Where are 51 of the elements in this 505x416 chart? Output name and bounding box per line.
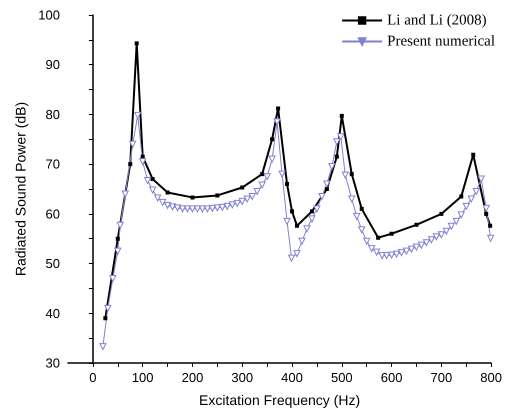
point bbox=[270, 137, 274, 142]
x-tick-label: 800 bbox=[480, 370, 502, 385]
point bbox=[310, 209, 314, 214]
point bbox=[390, 232, 394, 236]
point bbox=[260, 172, 264, 176]
x-tick-label: 200 bbox=[182, 370, 204, 385]
y-axis-title: Radiated Sound Power (dB) bbox=[12, 102, 28, 276]
y-tick-label: 100 bbox=[38, 8, 60, 22]
point bbox=[414, 222, 418, 227]
point bbox=[285, 182, 290, 186]
x-tick-label: 700 bbox=[430, 370, 452, 385]
legend-label: Present numerical bbox=[387, 34, 496, 50]
point bbox=[471, 152, 476, 157]
y-tick-label: 30 bbox=[46, 356, 60, 370]
x-tick-label: 400 bbox=[281, 370, 303, 385]
y-tick-label: 90 bbox=[46, 57, 60, 72]
point bbox=[295, 224, 299, 228]
point bbox=[150, 177, 155, 182]
point bbox=[116, 236, 120, 241]
y-tick-label: 40 bbox=[46, 306, 60, 321]
point bbox=[324, 187, 329, 191]
x-tick-label: 0 bbox=[89, 370, 97, 385]
x-tick-label: 500 bbox=[330, 370, 353, 385]
point bbox=[439, 212, 444, 216]
y-tick-label: 60 bbox=[46, 206, 60, 222]
y-tick-label: 50 bbox=[46, 256, 60, 272]
point bbox=[334, 154, 339, 159]
x-tick-label: 300 bbox=[231, 370, 254, 385]
point bbox=[103, 316, 108, 320]
point bbox=[484, 212, 488, 216]
point bbox=[376, 236, 380, 240]
x-tick-label: 600 bbox=[380, 370, 402, 385]
legend-label: Li and Li (2008) bbox=[387, 12, 487, 28]
point bbox=[350, 172, 354, 176]
x-tick-label: 100 bbox=[132, 370, 154, 385]
point bbox=[134, 41, 139, 46]
point bbox=[128, 162, 132, 166]
point bbox=[140, 154, 145, 159]
point bbox=[340, 114, 344, 118]
point bbox=[166, 190, 170, 194]
point bbox=[240, 186, 244, 190]
point bbox=[290, 209, 294, 214]
y-tick-label: 70 bbox=[46, 156, 60, 172]
point bbox=[459, 194, 464, 198]
y-tick-label: 80 bbox=[46, 106, 60, 122]
point bbox=[360, 206, 364, 211]
point bbox=[190, 195, 194, 200]
point bbox=[276, 106, 280, 110]
point bbox=[488, 224, 492, 228]
point bbox=[215, 193, 220, 198]
x-axis-title: Excitation Frequency (Hz) bbox=[199, 392, 360, 408]
